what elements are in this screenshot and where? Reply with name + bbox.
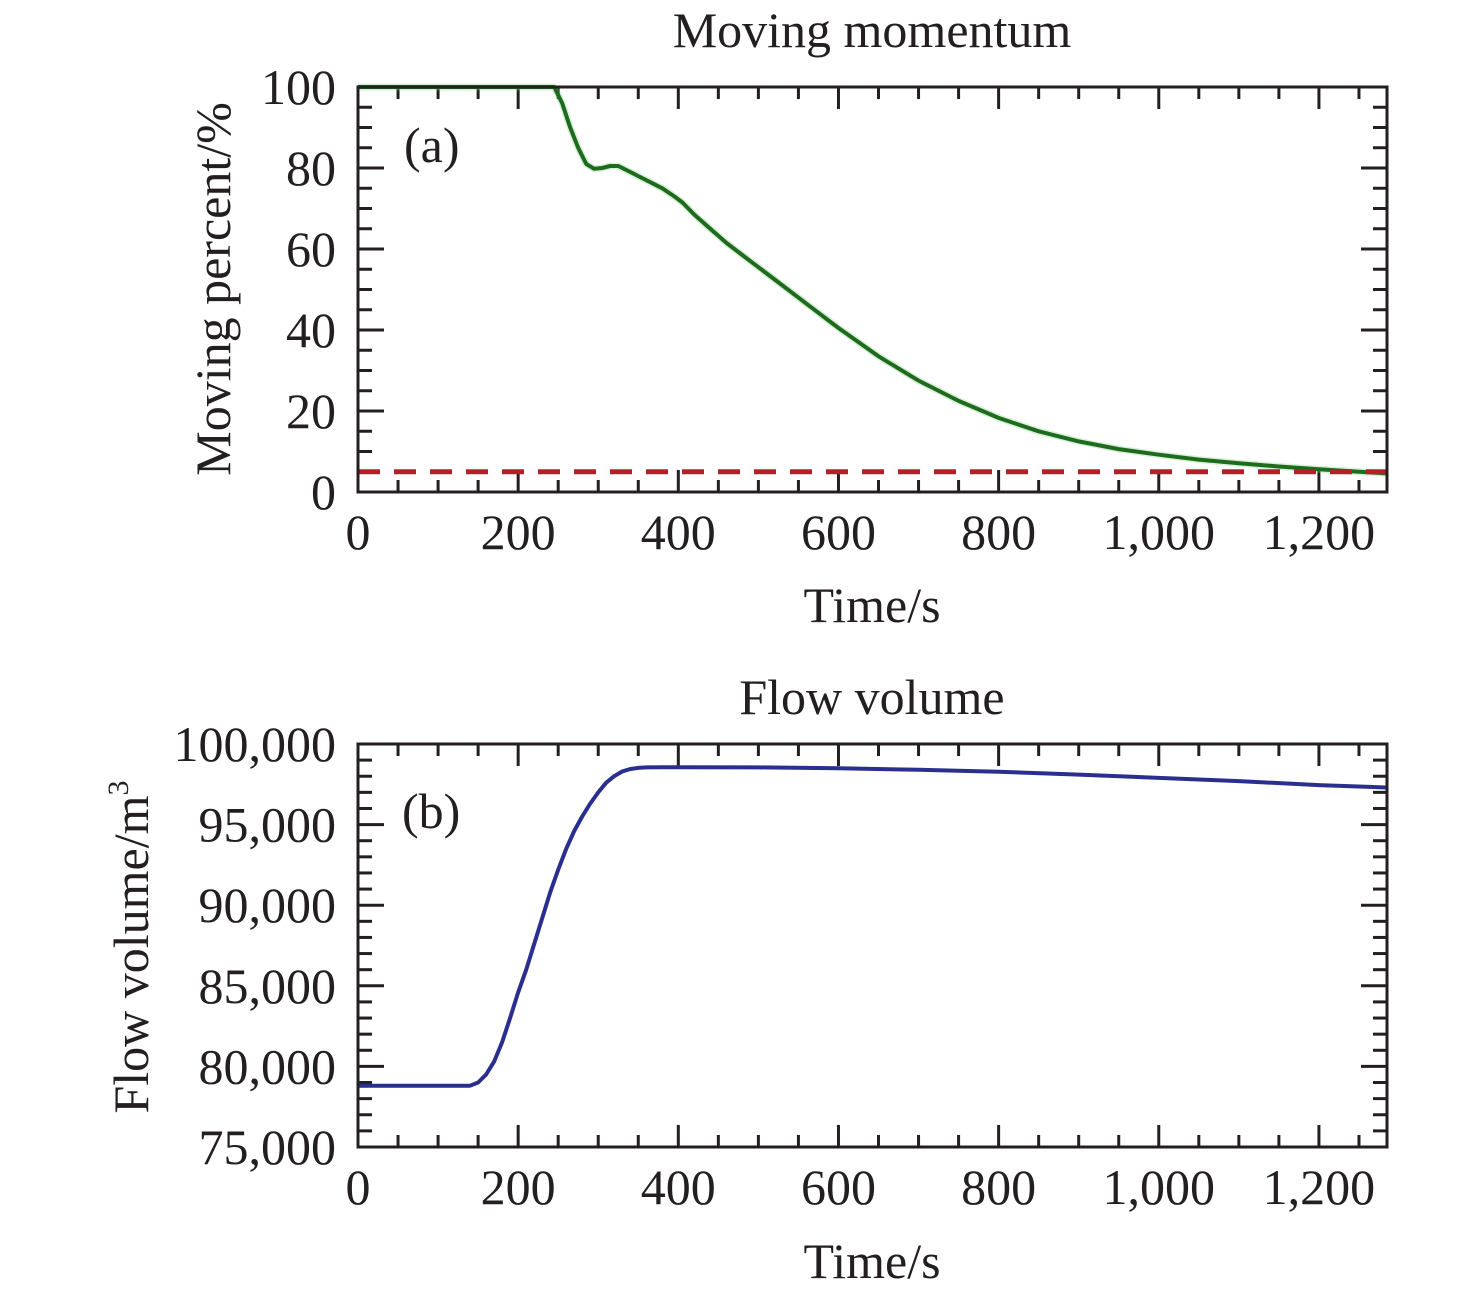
chart-panel-a: Moving momentum (a) Time/s Moving percen…	[185, 2, 1389, 633]
series-line	[358, 85, 1388, 476]
y-tick-label: 20	[286, 383, 336, 439]
chart-title: Flow volume	[739, 669, 1004, 725]
x-tick-label: 1,200	[1263, 1159, 1376, 1215]
series-line-glow	[358, 767, 1387, 1085]
x-tick-label: 600	[801, 1159, 876, 1215]
panel-label: (b)	[402, 783, 460, 839]
y-tick-label: 95,000	[199, 797, 337, 853]
plot-frame	[356, 85, 1389, 494]
x-tick-label: 0	[346, 1159, 371, 1215]
y-axis-label: Moving percent/%	[185, 102, 241, 476]
y-tick-label: 60	[286, 221, 336, 277]
x-tick-label: 200	[481, 504, 556, 560]
y-tick-label: 0	[311, 464, 336, 520]
y-tick-label: 80	[286, 140, 336, 196]
y-tick-label: 40	[286, 302, 336, 358]
x-tick-label: 400	[641, 1159, 716, 1215]
x-tick-label: 1,000	[1103, 504, 1216, 560]
series-line	[358, 765, 1388, 1088]
plot-frame	[356, 742, 1389, 1149]
y-tick-label: 100,000	[174, 716, 337, 772]
y-tick-label: 85,000	[199, 958, 337, 1014]
x-tick-label: 800	[961, 1159, 1036, 1215]
y-tick-label: 80,000	[199, 1038, 337, 1094]
y-tick-label: 90,000	[199, 877, 337, 933]
x-tick-label: 200	[481, 1159, 556, 1215]
chart-panel-b: Flow volume (b) Time/s Flow volume/m3 0 2…	[102, 669, 1389, 1289]
x-axis-label: Time/s	[803, 1233, 940, 1289]
x-tick-label: 0	[346, 504, 371, 560]
series-line-glow	[358, 83, 1388, 477]
x-tick-label: 400	[641, 504, 716, 560]
y-tick-label: 75,000	[199, 1119, 337, 1175]
x-axis-label: Time/s	[803, 577, 940, 633]
panel-label: (a)	[404, 117, 460, 173]
y-axis-label-superscript: 3	[102, 780, 135, 795]
x-tick-label: 800	[961, 504, 1036, 560]
x-tick-label: 600	[801, 504, 876, 560]
y-axis-label-text: Flow volume/m	[103, 795, 159, 1113]
x-tick-label: 1,200	[1263, 504, 1376, 560]
x-tick-label: 1,000	[1103, 1159, 1216, 1215]
y-axis-label: Flow volume/m3	[102, 780, 159, 1113]
chart-title: Moving momentum	[673, 2, 1072, 58]
y-tick-label: 100	[261, 59, 336, 115]
